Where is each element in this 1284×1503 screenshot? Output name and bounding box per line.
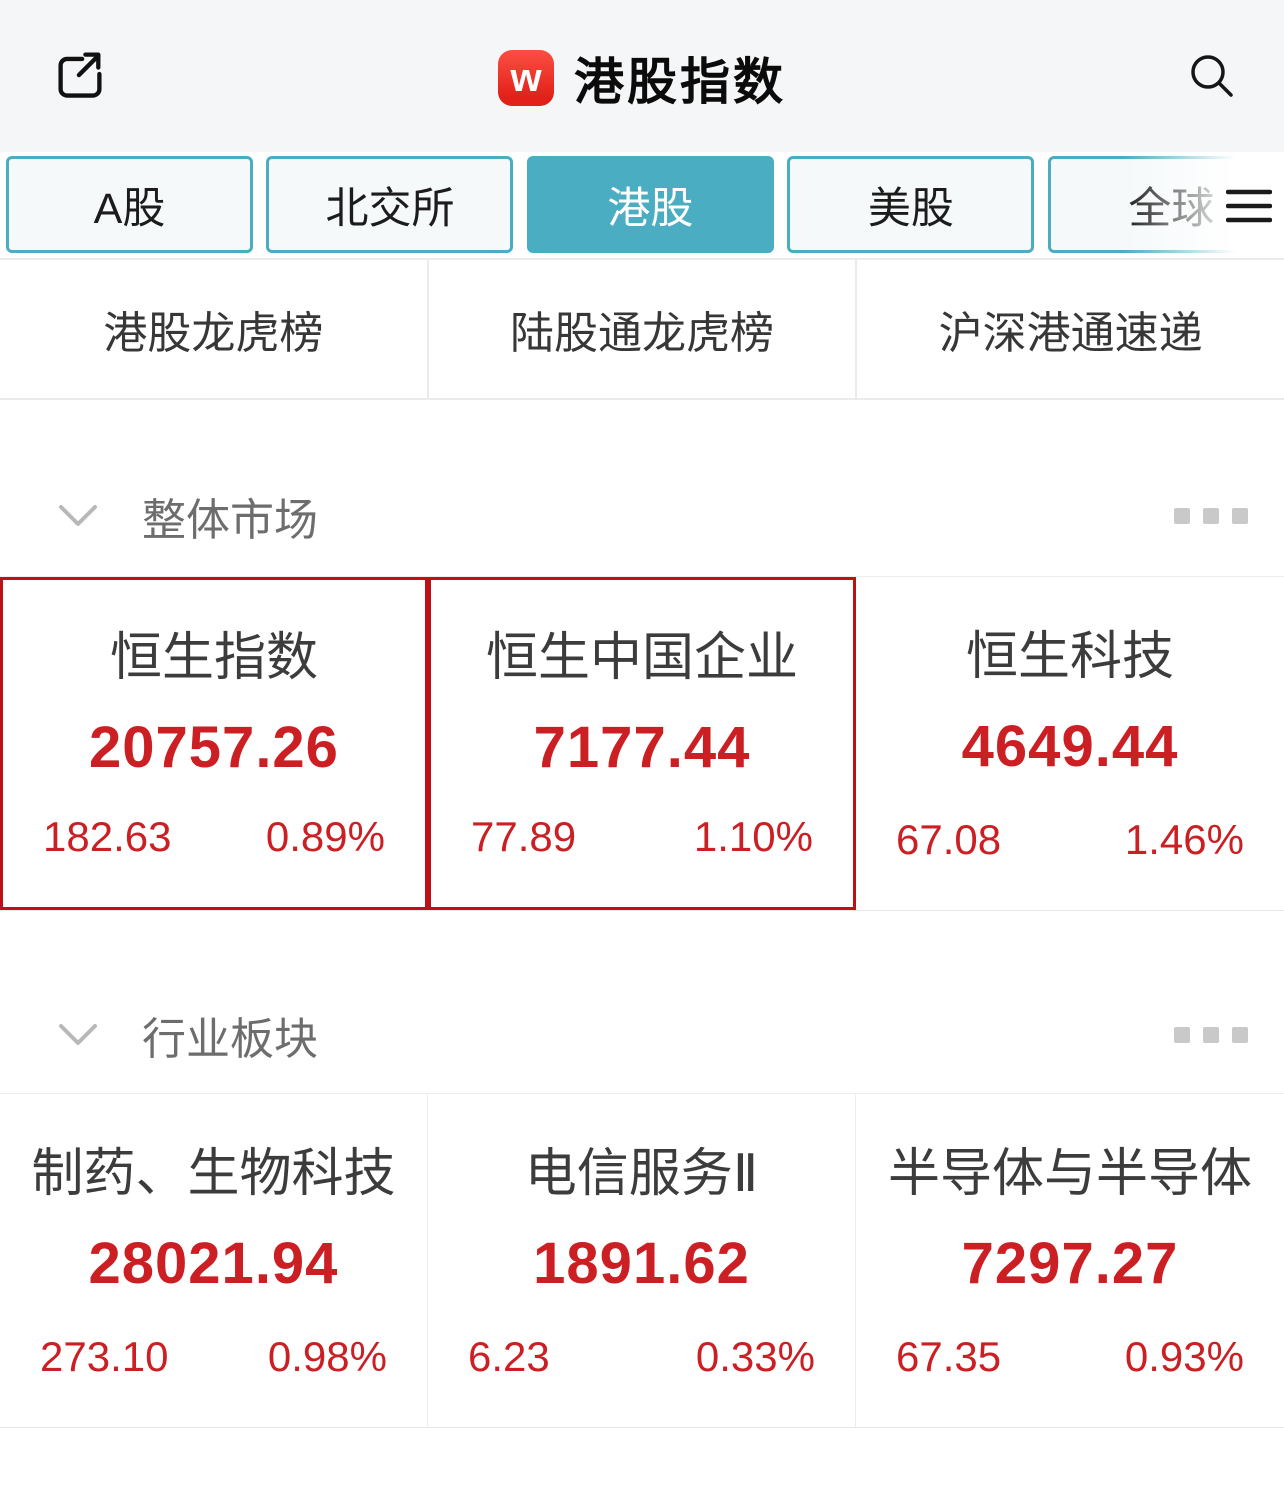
change-percent: 0.89% [265, 813, 385, 860]
index-card-hstech[interactable]: 恒生科技 4649.44 67.08 1.46% [856, 577, 1284, 910]
sector-change-row: 273.10 0.98% [0, 1333, 427, 1381]
section-header-overall-market: 整体市场 [58, 484, 1284, 548]
index-name: 恒生指数 [109, 629, 318, 687]
section-more-button[interactable] [1174, 1027, 1248, 1043]
quick-link-hk-dragon-tiger[interactable]: 港股龙虎榜 [0, 260, 429, 398]
change-percent: 0.33% [695, 1333, 815, 1380]
tab-hk-stocks[interactable]: 港股 [526, 156, 774, 253]
title-group: w 港股指数 [498, 38, 786, 114]
tab-a-share[interactable]: A股 [6, 156, 253, 253]
index-card-hscei[interactable]: 恒生中国企业 7177.44 77.89 1.10% [428, 577, 856, 910]
change-amount: 273.10 [40, 1333, 169, 1380]
change-percent: 1.46% [1124, 816, 1244, 863]
change-amount: 6.23 [468, 1333, 550, 1380]
chevron-down-icon [58, 1024, 98, 1050]
quick-link-row: 港股龙虎榜 陆股通龙虎榜 沪深港通速递 [0, 258, 1284, 400]
sector-card-semiconductors[interactable]: 半导体与半导体 7297.27 67.35 0.93% [856, 1094, 1284, 1427]
index-name: 恒生中国企业 [485, 629, 798, 687]
search-icon [1186, 55, 1238, 105]
sector-change-row: 67.35 0.93% [856, 1333, 1284, 1381]
collapse-section-button[interactable] [58, 504, 98, 528]
quick-link-connect-express[interactable]: 沪深港通速递 [938, 309, 1203, 358]
overall-market-cards: 恒生指数 20757.26 182.63 0.89% 恒生中国企业 7177.4… [0, 576, 1284, 911]
share-icon [52, 52, 108, 105]
market-tab-strip: A股 北交所 港股 美股 全球 [0, 152, 1284, 258]
index-card-hang-seng[interactable]: 恒生指数 20757.26 182.63 0.89% [0, 577, 428, 910]
sector-card-pharma-biotech[interactable]: 制药、生物科技 28021.94 273.10 0.98% [0, 1094, 428, 1427]
collapse-section-button[interactable] [58, 1023, 98, 1047]
sector-name: 制药、生物科技 [31, 1145, 396, 1203]
hamburger-icon [1225, 189, 1273, 227]
share-button[interactable] [52, 46, 108, 102]
sector-value: 7297.27 [961, 1231, 1179, 1296]
index-change-row: 77.89 1.10% [431, 813, 853, 861]
section-header-industry: 行业板块 [58, 1003, 1284, 1067]
page-title: 港股指数 [574, 54, 786, 110]
industry-sector-cards: 制药、生物科技 28021.94 273.10 0.98% 电信服务Ⅱ 1891… [0, 1093, 1284, 1428]
change-amount: 182.63 [43, 813, 172, 860]
change-amount: 67.35 [896, 1333, 1002, 1380]
sector-name: 电信服务Ⅱ [524, 1145, 759, 1203]
index-name: 恒生科技 [965, 628, 1174, 686]
change-percent: 1.10% [693, 813, 813, 860]
chevron-down-icon [58, 505, 98, 531]
dot-icon [1232, 508, 1248, 524]
index-value: 20757.26 [89, 715, 339, 780]
change-percent: 0.93% [1124, 1333, 1244, 1380]
dot-icon [1203, 1027, 1219, 1043]
index-value: 7177.44 [533, 715, 751, 780]
index-change-row: 182.63 0.89% [3, 813, 425, 861]
change-amount: 77.89 [471, 813, 577, 860]
sector-change-row: 6.23 0.33% [428, 1333, 855, 1381]
section-more-button[interactable] [1174, 508, 1248, 524]
tab-bse[interactable]: 北交所 [266, 156, 514, 253]
sector-card-telecom-services[interactable]: 电信服务Ⅱ 1891.62 6.23 0.33% [428, 1094, 856, 1427]
tab-overflow-menu-button[interactable] [1225, 188, 1273, 227]
change-amount: 67.08 [896, 816, 1002, 863]
tab-us-stocks[interactable]: 美股 [787, 156, 1035, 253]
wind-logo-icon: w [498, 50, 554, 106]
dot-icon [1174, 1027, 1190, 1043]
dot-icon [1232, 1027, 1248, 1043]
section-title: 行业板块 [142, 1015, 318, 1064]
app-header: w 港股指数 [0, 0, 1284, 152]
sector-value: 28021.94 [88, 1231, 339, 1296]
index-change-row: 67.08 1.46% [856, 816, 1284, 864]
sector-value: 1891.62 [533, 1231, 750, 1296]
index-value: 4649.44 [961, 714, 1179, 779]
sector-name: 半导体与半导体 [887, 1145, 1252, 1203]
quick-link-northbound-dragon-tiger[interactable]: 陆股通龙虎榜 [429, 260, 858, 398]
section-title: 整体市场 [142, 496, 318, 545]
dot-icon [1174, 508, 1190, 524]
change-percent: 0.98% [267, 1333, 387, 1380]
search-button[interactable] [1186, 50, 1238, 102]
dot-icon [1203, 508, 1219, 524]
